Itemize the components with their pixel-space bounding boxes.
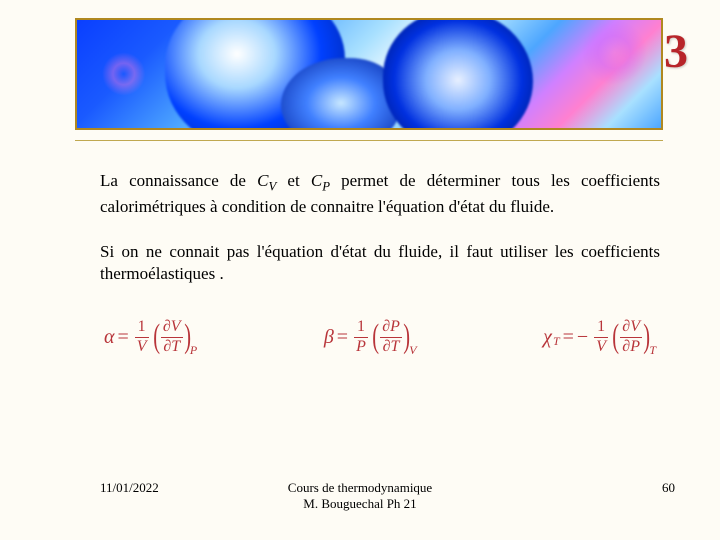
chi-lhs: χ bbox=[543, 324, 552, 351]
beta-lhs: β bbox=[324, 324, 334, 351]
slide-content: La connaissance de CV et CP permet de dé… bbox=[100, 170, 660, 360]
paragraph-1: La connaissance de CV et CP permet de dé… bbox=[100, 170, 660, 219]
beta-deriv: ∂P ∂T bbox=[380, 319, 402, 356]
deriv-den: ∂T bbox=[161, 338, 182, 356]
chi-sub: T bbox=[649, 342, 656, 358]
cp-subscript: P bbox=[322, 179, 330, 193]
lparen: ( bbox=[153, 314, 160, 360]
chi-coef: 1 V bbox=[593, 319, 609, 356]
alpha-lhs: α bbox=[104, 324, 115, 351]
chi-lhs-sub: T bbox=[553, 333, 560, 349]
rparen: ) bbox=[403, 314, 410, 360]
beta-sub: V bbox=[409, 342, 416, 358]
formula-beta: β = 1 P ( ∂P ∂T ) V bbox=[324, 314, 417, 360]
cv-symbol: C bbox=[257, 171, 268, 190]
deriv-den: ∂P bbox=[620, 338, 642, 356]
lparen: ( bbox=[372, 314, 379, 360]
deriv-num: ∂P bbox=[380, 319, 402, 338]
frac-den: V bbox=[134, 338, 150, 356]
banner-underline bbox=[75, 140, 663, 141]
footer-date: 11/01/2022 bbox=[100, 480, 159, 496]
frac-num: 1 bbox=[354, 319, 368, 338]
frac-num: 1 bbox=[594, 319, 608, 338]
footer-author: M. Bouguechal Ph 21 bbox=[303, 496, 416, 511]
rparen: ) bbox=[643, 314, 650, 360]
deriv-num: ∂V bbox=[620, 319, 642, 338]
formula-alpha: α = 1 V ( ∂V ∂T ) P bbox=[104, 314, 197, 360]
rparen: ) bbox=[184, 314, 191, 360]
beta-coef: 1 P bbox=[353, 319, 369, 356]
footer-page-number: 60 bbox=[662, 480, 675, 496]
chapter-number: 3 bbox=[664, 24, 688, 79]
text-run: La connaissance de bbox=[100, 171, 257, 190]
equals: = bbox=[118, 324, 129, 351]
text-run: et bbox=[276, 171, 311, 190]
alpha-coef: 1 V bbox=[134, 319, 150, 356]
footer-course: Cours de thermodynamique bbox=[288, 480, 432, 495]
deriv-den: ∂T bbox=[381, 338, 402, 356]
cp-symbol: C bbox=[311, 171, 322, 190]
frac-den: P bbox=[353, 338, 369, 356]
formula-chi: χT = − 1 V ( ∂V ∂P ) T bbox=[543, 314, 656, 360]
alpha-deriv: ∂V ∂T bbox=[161, 319, 183, 356]
formula-row: α = 1 V ( ∂V ∂T ) P β = 1 P ( ∂P ∂ bbox=[100, 314, 660, 360]
header-banner bbox=[75, 18, 663, 130]
lparen: ( bbox=[612, 314, 619, 360]
frac-num: 1 bbox=[135, 319, 149, 338]
minus: − bbox=[577, 324, 588, 351]
chi-deriv: ∂V ∂P bbox=[620, 319, 642, 356]
equals: = bbox=[563, 324, 574, 351]
frac-den: V bbox=[593, 338, 609, 356]
slide-footer: 11/01/2022 Cours de thermodynamique M. B… bbox=[0, 480, 720, 513]
equals: = bbox=[337, 324, 348, 351]
deriv-num: ∂V bbox=[161, 319, 183, 338]
paragraph-2: Si on ne connait pas l'équation d'état d… bbox=[100, 241, 660, 287]
